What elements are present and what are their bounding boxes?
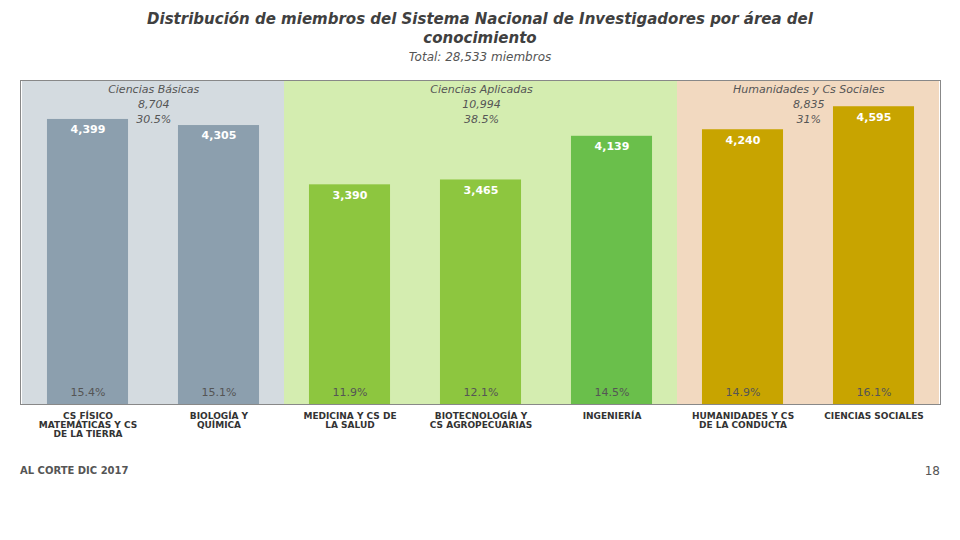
svg-text:4,139: 4,139 (595, 140, 630, 153)
svg-text:14.9%: 14.9% (726, 386, 761, 399)
svg-text:Ciencias Aplicadas: Ciencias Aplicadas (430, 83, 533, 96)
html-text:AL CORTE DIC 2017: AL CORTE DIC 2017 (20, 465, 129, 476)
svg-text:14.5%: 14.5% (595, 386, 630, 399)
svg-text:HUMANIDADES Y CSDE LA CONDUCTA: HUMANIDADES Y CSDE LA CONDUCTA (692, 410, 794, 429)
svg-text:4,399: 4,399 (71, 123, 106, 136)
svg-text:CIENCIAS SOCIALES: CIENCIAS SOCIALES (824, 410, 924, 420)
svg-text:Ciencias Básicas: Ciencias Básicas (108, 83, 199, 96)
svg-text:CS FÍSICOMATEMÁTICAS Y CSDE LA: CS FÍSICOMATEMÁTICAS Y CSDE LA TIERRA (39, 409, 137, 438)
html-text:Total: 28,533 miembros: Total: 28,533 miembros (408, 49, 552, 64)
svg-text:Humanidades y Cs Sociales: Humanidades y Cs Sociales (733, 83, 885, 96)
svg-text:16.1%: 16.1% (857, 386, 892, 399)
svg-text:3,390: 3,390 (333, 188, 368, 201)
svg-text:15.4%: 15.4% (71, 386, 106, 399)
svg-text:12.1%: 12.1% (464, 386, 499, 399)
svg-text:3,465: 3,465 (464, 183, 499, 196)
svg-text:4,595: 4,595 (857, 110, 892, 123)
svg-text:30.5%: 30.5% (136, 113, 171, 126)
html-text:18: 18 (924, 463, 940, 478)
svg-text:4,305: 4,305 (202, 129, 237, 142)
svg-text:10,994: 10,994 (462, 98, 501, 111)
svg-text:INGENIERÍA: INGENIERÍA (583, 409, 642, 420)
svg-text:BIOTECNOLOGÍA YCS AGROPECUARIA: BIOTECNOLOGÍA YCS AGROPECUARIAS (430, 409, 532, 429)
svg-text:15.1%: 15.1% (202, 386, 237, 399)
svg-text:38.5%: 38.5% (464, 113, 499, 126)
svg-text:BIOLOGÍA YQUÍMICA: BIOLOGÍA YQUÍMICA (190, 409, 249, 429)
svg-text:MEDICINA Y CS DELA SALUD: MEDICINA Y CS DELA SALUD (303, 410, 396, 429)
html-text:Distribución de miembros del S: Distribución de miembros del Sistema Nac… (147, 10, 813, 47)
svg-text:8,835: 8,835 (793, 98, 825, 111)
svg-text:8,704: 8,704 (138, 98, 170, 111)
svg-text:4,240: 4,240 (726, 133, 761, 146)
svg-text:31%: 31% (796, 113, 820, 126)
svg-text:11.9%: 11.9% (333, 386, 368, 399)
